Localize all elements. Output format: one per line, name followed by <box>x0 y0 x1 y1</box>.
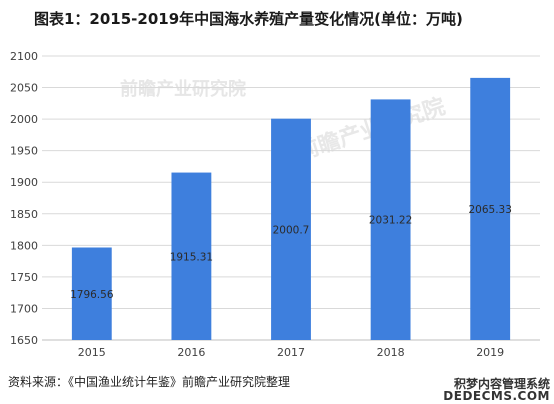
data-label: 1915.31 <box>170 251 213 263</box>
y-tick-label: 2050 <box>10 82 38 95</box>
y-axis-ticks: 1650 1700 1750 1800 1850 1900 1950 2000 2050 2100 <box>10 50 38 347</box>
y-tick-label: 1700 <box>10 302 38 315</box>
site-watermark: 积梦内容管理系统 DEDECMS.COM <box>443 378 550 402</box>
x-tick-label: 2019 <box>476 346 504 359</box>
bar <box>370 99 411 340</box>
bar <box>271 118 311 340</box>
x-tick-label: 2017 <box>277 346 305 359</box>
x-tick-label: 2015 <box>78 346 106 359</box>
y-tick-label: 1950 <box>10 145 38 158</box>
data-label: 2065.33 <box>468 204 511 216</box>
x-tick-label: 2018 <box>377 346 405 359</box>
y-tick-label: 2000 <box>10 113 38 126</box>
y-tick-label: 1800 <box>10 239 38 252</box>
watermark-en: DEDECMS.COM <box>443 389 550 403</box>
data-label: 1796.56 <box>70 289 114 301</box>
data-label: 2031.22 <box>369 215 412 227</box>
y-tick-label: 2100 <box>10 50 38 63</box>
y-tick-label: 1900 <box>10 176 38 189</box>
bar <box>470 77 511 341</box>
bar-chart-svg: 前瞻产业研究院前瞻产业研究院 1650170017501800185019001… <box>10 50 540 359</box>
chart-area: 前瞻产业研究院前瞻产业研究院 1650170017501800185019001… <box>0 40 554 365</box>
source-note: 资料来源：《中国渔业统计年鉴》前瞻产业研究院整理 <box>8 375 291 389</box>
x-axis-ticks: 2015 2016 2017 2018 2019 <box>78 346 504 359</box>
watermark-cn: 积梦内容管理系统 <box>453 377 550 391</box>
y-tick-label: 1650 <box>10 334 38 347</box>
watermark-text: 前瞻产业研究院 <box>120 78 246 100</box>
y-tick-label: 1850 <box>10 208 38 221</box>
chart-title: 图表1：2015-2019年中国海水养殖产量变化情况(单位：万吨) <box>34 10 463 28</box>
x-tick-label: 2016 <box>177 346 205 359</box>
bar <box>171 172 212 340</box>
data-label: 2000.7 <box>273 224 310 236</box>
y-tick-label: 1750 <box>10 271 38 284</box>
bars <box>71 77 511 341</box>
bar <box>71 247 112 340</box>
data-labels: 1796.56 1915.31 2000.7 2031.22 2065.33 <box>70 204 512 301</box>
